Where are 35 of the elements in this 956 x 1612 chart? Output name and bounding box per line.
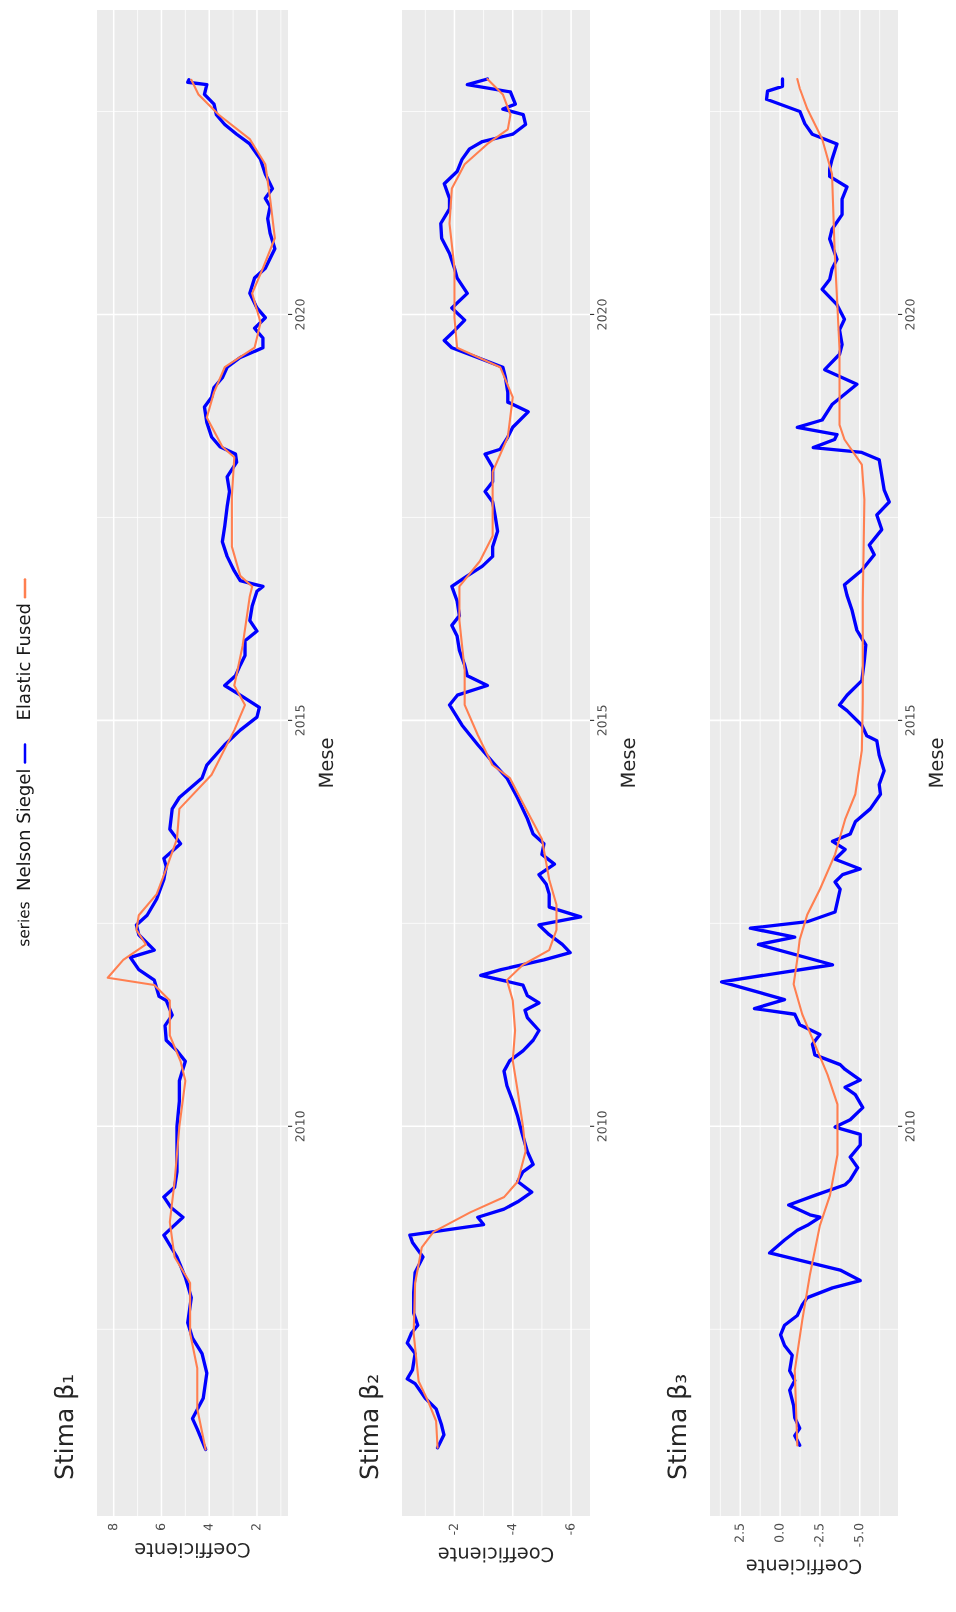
x-axis-title: Coefficiente	[135, 1543, 250, 1559]
y-tick-label: 2020	[295, 299, 305, 330]
y-axis-title: Mese	[620, 738, 636, 787]
legend-title: series	[17, 902, 30, 946]
x-tick-label: 6	[155, 1523, 166, 1531]
y-axis-title: Mese	[318, 738, 334, 787]
x-tick-label: 2	[251, 1524, 261, 1530]
y-tick-label: 2015	[597, 705, 607, 736]
legend-label: Nelson Siegel	[16, 770, 34, 890]
x-tick-label: 2.5	[734, 1524, 744, 1542]
x-axis-title: Coefficiente	[746, 1559, 862, 1575]
x-tick-label: 8	[107, 1523, 118, 1531]
text: Stima β₃	[666, 1375, 692, 1479]
y-tick-label: 2020	[905, 299, 915, 330]
x-tick-label: -2.5	[814, 1524, 824, 1547]
y-tick-label: 2015	[295, 705, 305, 736]
x-tick-label: -2	[448, 1524, 458, 1535]
x-axis-title: Coefficiente	[438, 1547, 554, 1563]
x-tick-label: 4	[203, 1523, 213, 1531]
line-series	[719, 77, 891, 1448]
text: Stima β₁	[53, 1375, 79, 1479]
y-tick-label: 2020	[597, 299, 607, 330]
y-tick-label: 2015	[905, 705, 915, 736]
text: Stima β₂	[358, 1375, 384, 1479]
x-tick-label: -5.0	[853, 1523, 864, 1547]
y-tick-label: 2010	[295, 1111, 305, 1142]
y-tick-label: 2010	[905, 1111, 915, 1142]
x-tick-label: 0.0	[774, 1523, 784, 1542]
y-axis-title: Mese	[928, 738, 944, 787]
line-series	[412, 77, 558, 1449]
x-tick-label: -6	[565, 1523, 575, 1535]
legend-label: Elastic Fused	[16, 604, 31, 719]
line-series	[792, 77, 866, 1447]
x-tick-label: -4	[507, 1523, 517, 1535]
y-tick-label: 2010	[597, 1111, 607, 1142]
